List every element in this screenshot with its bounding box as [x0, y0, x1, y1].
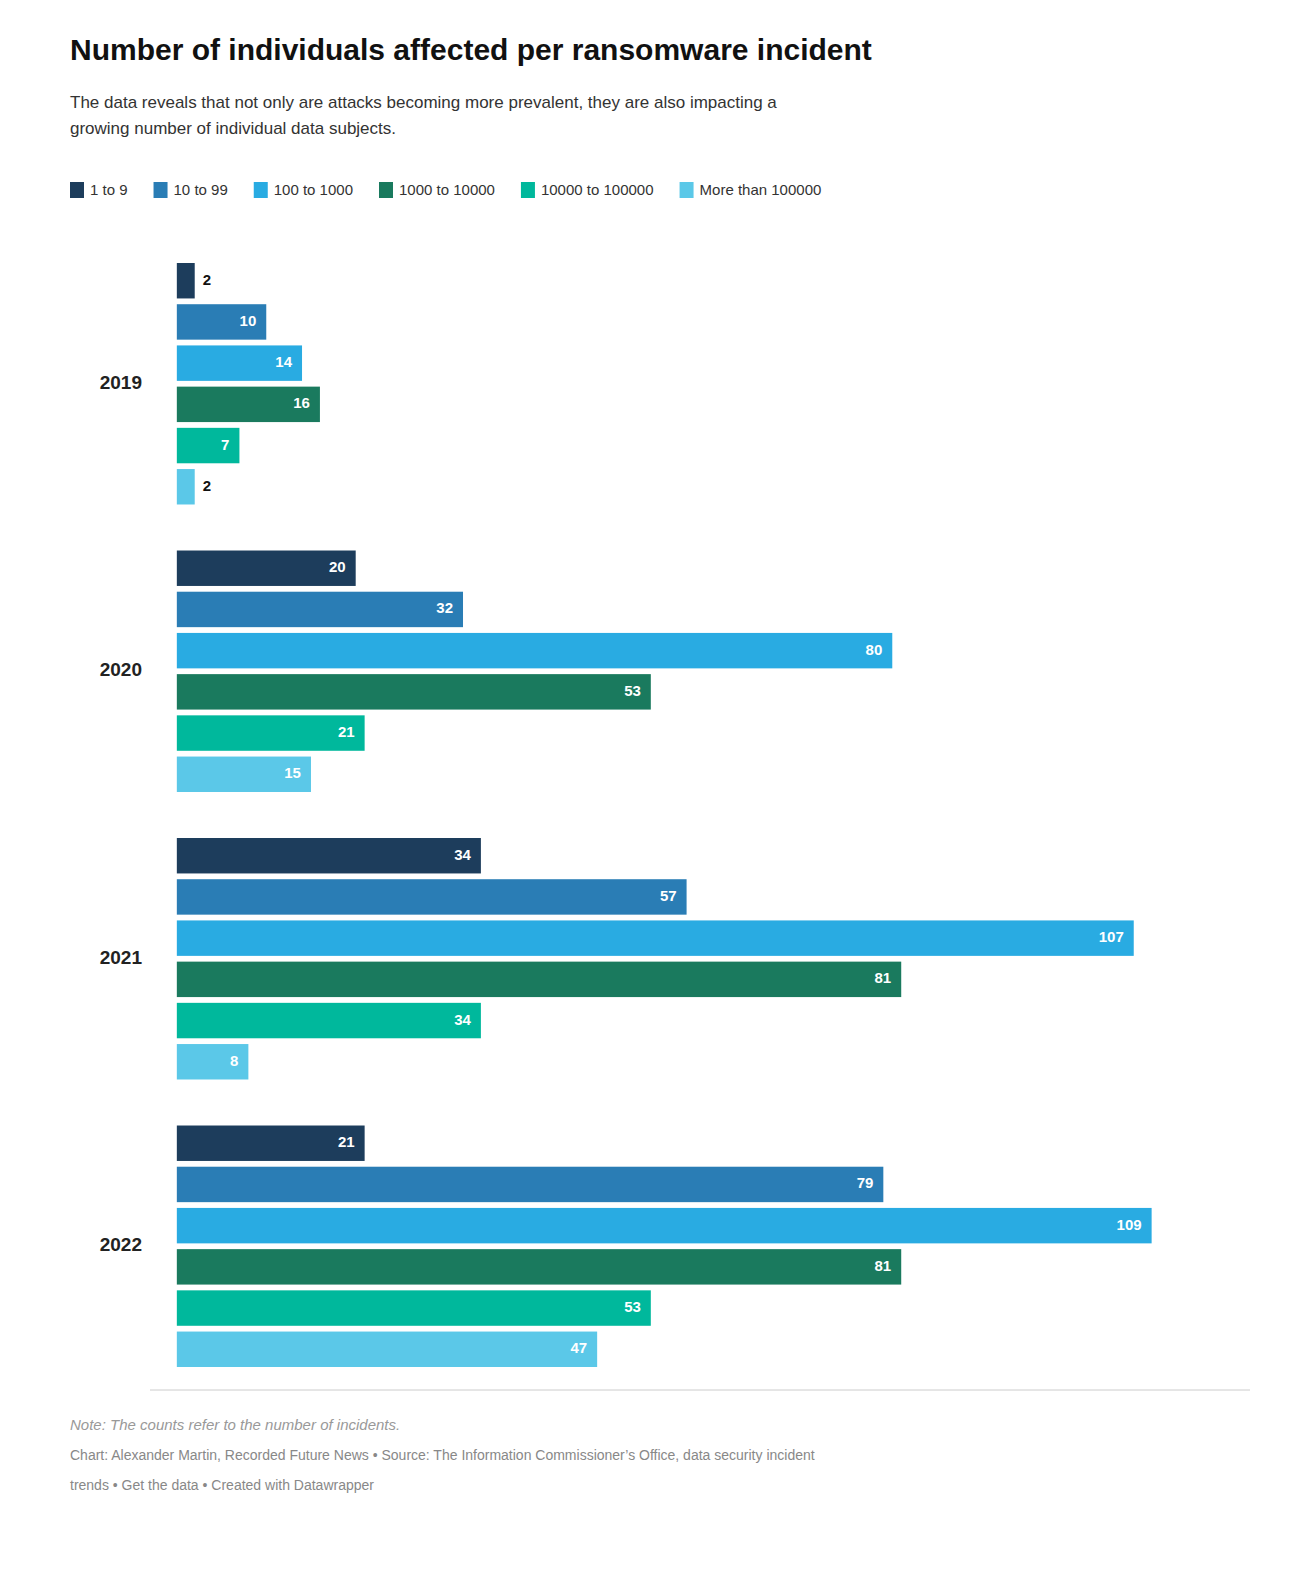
legend-swatch — [70, 182, 84, 198]
labels: 2019210141672202020328053211520213457107… — [100, 271, 1142, 1357]
bar — [177, 304, 266, 339]
data-label: 15 — [284, 764, 301, 781]
bar — [177, 715, 365, 750]
subtitle-line: The data reveals that not only are attac… — [70, 93, 777, 112]
subtitle-line: growing number of individual data subjec… — [70, 119, 396, 138]
legend-swatch — [379, 182, 393, 198]
legend-label: 1000 to 10000 — [399, 181, 495, 198]
data-label: 107 — [1099, 928, 1124, 945]
bars — [177, 263, 1152, 1367]
title: Number of individuals affected per ranso… — [70, 33, 872, 66]
credit: trends • Get the data • Created with Dat… — [70, 1477, 374, 1493]
data-label: 10 — [240, 312, 257, 329]
bar — [177, 1332, 597, 1367]
category-label: 2021 — [100, 947, 143, 968]
bar — [177, 345, 302, 380]
data-label: 109 — [1117, 1216, 1142, 1233]
legend-label: 10 to 99 — [174, 181, 228, 198]
legend-label: 10000 to 100000 — [541, 181, 654, 198]
data-label: 14 — [275, 353, 292, 370]
note: Note: The counts refer to the number of … — [70, 1416, 400, 1433]
bar — [177, 757, 311, 792]
data-label: 34 — [454, 1011, 471, 1028]
data-label: 47 — [570, 1339, 587, 1356]
bar — [177, 1044, 249, 1079]
legend-swatch — [154, 182, 168, 198]
data-label: 79 — [857, 1174, 874, 1191]
data-label: 21 — [338, 723, 355, 740]
credit: Chart: Alexander Martin, Recorded Future… — [70, 1447, 815, 1463]
bar — [177, 1290, 651, 1325]
bar — [177, 1167, 884, 1202]
data-label: 81 — [875, 969, 892, 986]
chart: Number of individuals affected per ranso… — [0, 0, 1316, 1574]
legend-label: More than 100000 — [700, 181, 822, 198]
bar — [177, 592, 463, 627]
bar — [177, 920, 1134, 955]
bar — [177, 1208, 1152, 1243]
data-label: 80 — [866, 641, 883, 658]
category-label: 2022 — [100, 1234, 142, 1255]
legend-swatch — [254, 182, 268, 198]
data-label: 2 — [203, 271, 211, 288]
bar — [177, 551, 356, 586]
data-label: 53 — [624, 682, 641, 699]
legend-swatch — [521, 182, 535, 198]
legend-swatch — [680, 182, 694, 198]
bar — [177, 633, 892, 668]
bar — [177, 962, 901, 997]
data-label: 16 — [293, 394, 310, 411]
bar — [177, 469, 195, 504]
background — [0, 0, 1316, 1574]
data-label: 2 — [203, 477, 211, 494]
bar — [177, 428, 240, 463]
category-label: 2019 — [100, 372, 142, 393]
x-axis-line — [150, 1390, 1250, 1391]
category-label: 2020 — [100, 659, 142, 680]
legend: 1 to 9 10 to 99 100 to 1000 1000 to 10000 10… — [70, 181, 821, 198]
legend-label: 100 to 1000 — [274, 181, 353, 198]
subtitle: The data reveals that not only are attac… — [70, 93, 777, 138]
bar — [177, 387, 320, 422]
data-label: 34 — [454, 846, 471, 863]
data-label: 81 — [875, 1257, 892, 1274]
bar — [177, 1126, 365, 1161]
legend-label: 1 to 9 — [90, 181, 128, 198]
data-label: 53 — [624, 1298, 641, 1315]
data-label: 8 — [230, 1052, 238, 1069]
bar — [177, 674, 651, 709]
bar — [177, 1003, 481, 1038]
bar — [177, 1249, 901, 1284]
bar — [177, 263, 195, 298]
data-label: 32 — [436, 599, 453, 616]
data-label: 57 — [660, 887, 677, 904]
data-label: 21 — [338, 1133, 355, 1150]
bar — [177, 838, 481, 873]
data-label: 7 — [221, 436, 229, 453]
data-label: 20 — [329, 558, 346, 575]
bar — [177, 879, 687, 914]
